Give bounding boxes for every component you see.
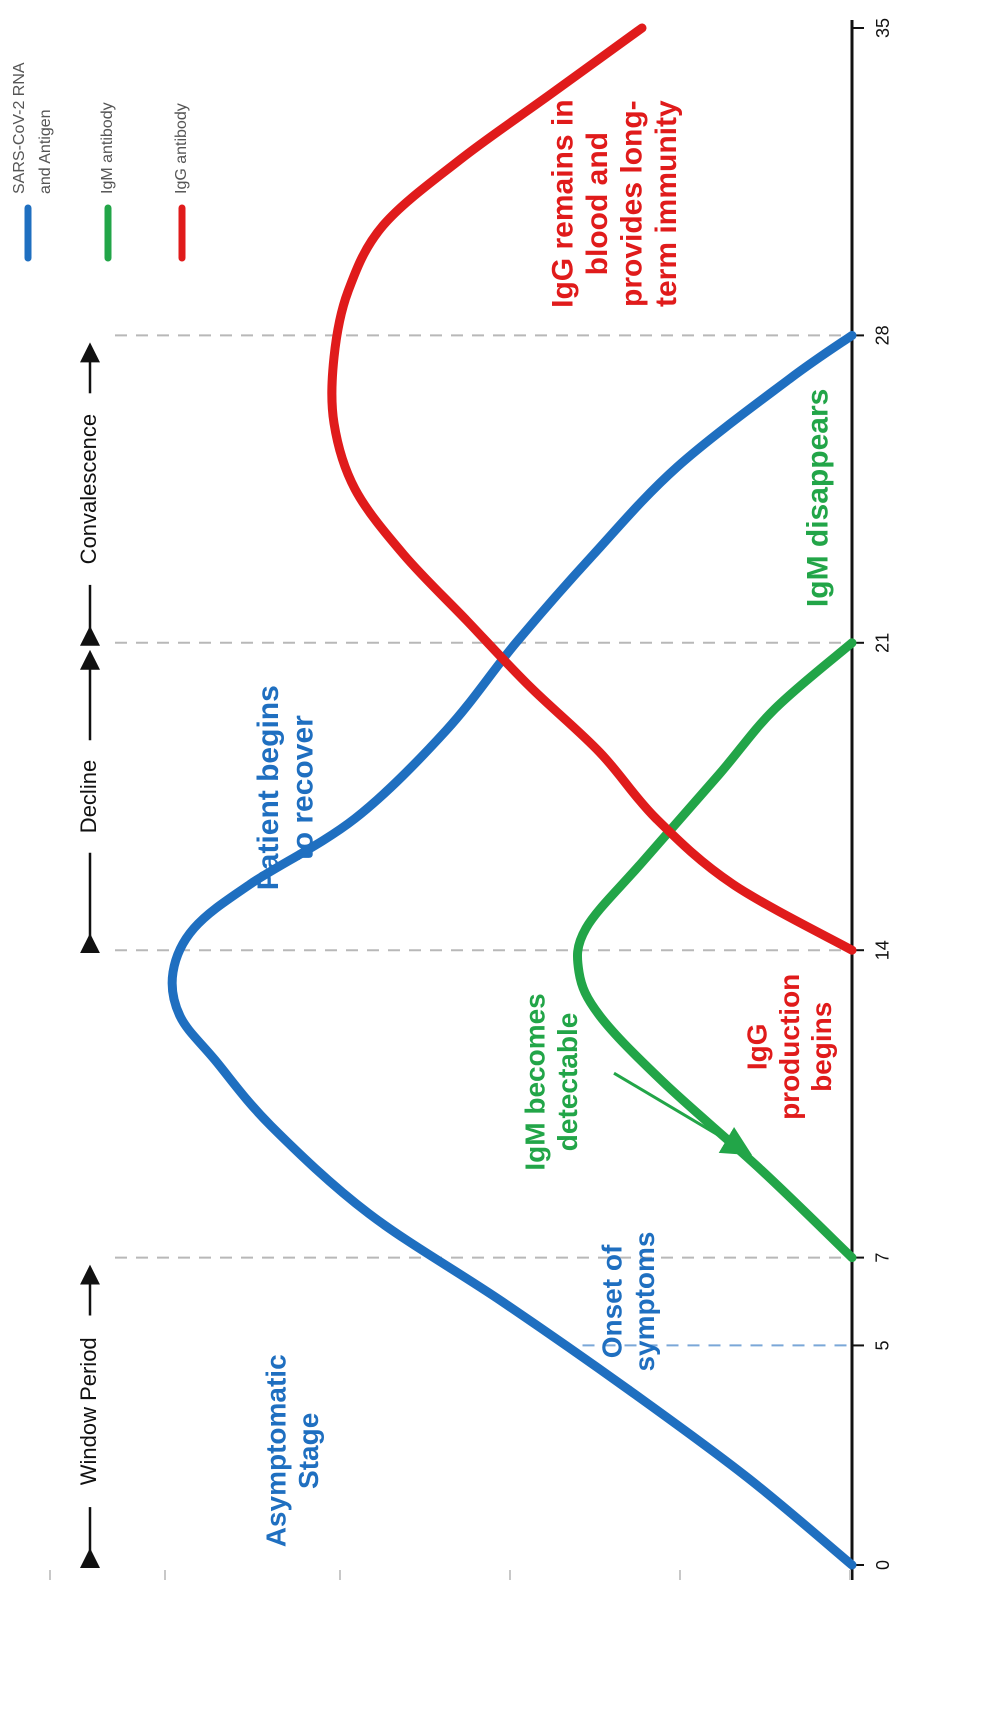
axis-tick-label: 14 [873,940,893,960]
annotation-onset: Onset ofsymptoms [597,1231,660,1371]
annotation-line: to recover [287,715,320,860]
plot-area: 0 5 7 14 21 28 35 Window Period Decline Convalesc… [11,18,893,1580]
annotation-igg-remains: IgG remains inblood andprovides long-ter… [547,99,684,307]
annotation-igg-begins: IgGproductionbegins [742,974,837,1120]
annotation-line: production [774,974,805,1120]
legend-line: IgG antibody [173,103,190,194]
annotation-line: IgG [742,1023,773,1070]
axis-tick-label: 28 [873,325,893,345]
axis-tick-label: 21 [873,633,893,653]
annotation-line: blood and [581,132,614,275]
annotation-line: symptoms [629,1231,660,1371]
annotation-recover: Patient beginsto recover [252,685,320,890]
annotation-asymptomatic: AsymptomaticStage [261,1354,324,1547]
annotation-line: IgG remains in [547,99,580,307]
phase-decline: Decline [76,760,101,833]
annotation-line: begins [806,1002,837,1092]
axis-tick-label: 5 [873,1340,893,1350]
annotation-arrow [613,1071,753,1156]
legend-line: IgM antibody [99,102,116,194]
annotation-line: provides long- [616,100,649,307]
series-line-virus [167,330,857,1570]
annotation-line: IgM becomes [520,993,551,1170]
annotation-line: detectable [552,1013,583,1152]
annotation-line: Patient begins [252,685,285,890]
phase-convalescence: Convalescence [76,414,101,564]
axis-tick-label: 0 [873,1560,893,1570]
annotation-line: Onset of [597,1244,628,1358]
annotation-line: Stage [293,1413,324,1489]
axis-tick-label: 7 [873,1253,893,1263]
legend-line: SARS-CoV-2 RNA [11,62,28,194]
annotation-line: Asymptomatic [261,1354,292,1547]
annotation-line: IgM disappears [802,389,835,607]
annotation-line: term immunity [650,100,683,307]
legend-item-igm: IgM antibody [99,102,116,194]
axis-tick-label: 35 [873,18,893,38]
annotation-igm-disappears: IgM disappears [802,389,835,607]
phase-window-period: Window Period [76,1337,101,1485]
legend-line: and Antigen [37,109,54,194]
annotation-igm-detectable: IgM becomesdetectable [520,993,583,1170]
legend-item-virus: SARS-CoV-2 RNA and Antigen [11,62,54,194]
series-line-igg [327,23,857,955]
legend-item-igg: IgG antibody [173,103,190,194]
